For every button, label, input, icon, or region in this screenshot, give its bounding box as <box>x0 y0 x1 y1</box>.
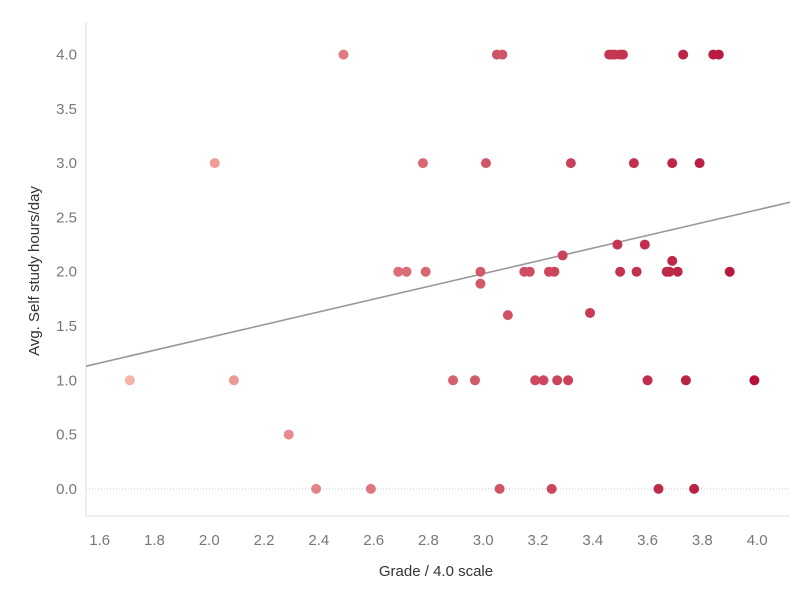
scatter-point[interactable] <box>563 375 574 386</box>
scatter-point[interactable] <box>672 266 683 277</box>
scatter-point[interactable] <box>524 266 535 277</box>
scatter-point[interactable] <box>642 375 653 386</box>
scatter-point[interactable] <box>475 278 486 289</box>
x-tick-label: 2.2 <box>254 532 275 549</box>
scatter-point[interactable] <box>338 49 349 60</box>
scatter-point[interactable] <box>311 483 322 494</box>
y-tick-label: 0.0 <box>56 481 77 498</box>
scatter-point[interactable] <box>678 49 689 60</box>
scatter-point[interactable] <box>615 266 626 277</box>
scatter-point[interactable] <box>475 266 486 277</box>
scatter-point[interactable] <box>680 375 691 386</box>
y-ticks: 0.0 0.5 1.0 1.5 2.0 2.5 3.0 3.5 4.0 <box>56 47 77 498</box>
scatter-point[interactable] <box>393 266 404 277</box>
scatter-point[interactable] <box>448 375 459 386</box>
points-layer <box>124 49 760 494</box>
y-tick-label: 0.5 <box>56 427 77 444</box>
scatter-point[interactable] <box>552 375 563 386</box>
scatter-point[interactable] <box>667 255 678 266</box>
scatter-point[interactable] <box>469 375 480 386</box>
scatter-point[interactable] <box>365 483 376 494</box>
scatter-point[interactable] <box>653 483 664 494</box>
scatter-point[interactable] <box>417 158 428 169</box>
scatter-point[interactable] <box>420 266 431 277</box>
scatter-point[interactable] <box>401 266 412 277</box>
scatter-point[interactable] <box>124 375 135 386</box>
scatter-point[interactable] <box>497 49 508 60</box>
y-tick-label: 1.0 <box>56 372 77 389</box>
y-axis-title: Avg. Self study hours/day <box>26 186 43 356</box>
scatter-point[interactable] <box>546 483 557 494</box>
scatter-point[interactable] <box>538 375 549 386</box>
x-tick-label: 2.0 <box>199 532 220 549</box>
scatter-point[interactable] <box>724 266 735 277</box>
scatter-point[interactable] <box>209 158 220 169</box>
scatter-point[interactable] <box>494 483 505 494</box>
scatter-point[interactable] <box>628 158 639 169</box>
scatter-point[interactable] <box>228 375 239 386</box>
x-tick-label: 3.8 <box>692 532 713 549</box>
y-tick-label: 4.0 <box>56 47 77 64</box>
x-tick-label: 3.0 <box>473 532 494 549</box>
scatter-point[interactable] <box>689 483 700 494</box>
x-tick-label: 1.6 <box>89 532 110 549</box>
scatter-point[interactable] <box>667 158 678 169</box>
y-tick-label: 2.0 <box>56 264 77 281</box>
scatter-point[interactable] <box>713 49 724 60</box>
y-tick-label: 1.5 <box>56 318 77 335</box>
trend-line <box>85 201 791 367</box>
scatter-point[interactable] <box>694 158 705 169</box>
scatter-point[interactable] <box>612 239 623 250</box>
scatter-point[interactable] <box>502 310 513 321</box>
x-ticks: 1.6 1.8 2.0 2.2 2.4 2.6 2.8 3.0 3.2 3.4 3.6 3.8 4.0 <box>89 532 767 549</box>
scatter-point[interactable] <box>639 239 650 250</box>
x-axis-title: Grade / 4.0 scale <box>379 563 493 580</box>
scatter-point[interactable] <box>283 429 294 440</box>
scatter-point[interactable] <box>664 266 675 277</box>
y-tick-label: 2.5 <box>56 209 77 226</box>
x-tick-label: 2.6 <box>363 532 384 549</box>
y-tick-label: 3.5 <box>56 101 77 118</box>
x-tick-label: 3.4 <box>582 532 603 549</box>
scatter-point[interactable] <box>585 307 596 318</box>
scatter-point[interactable] <box>749 375 760 386</box>
x-tick-label: 3.2 <box>528 532 549 549</box>
x-tick-label: 4.0 <box>747 532 768 549</box>
scatter-point[interactable] <box>617 49 628 60</box>
scatter-point[interactable] <box>549 266 560 277</box>
x-tick-label: 2.4 <box>308 532 329 549</box>
x-tick-label: 1.8 <box>144 532 165 549</box>
x-tick-label: 2.8 <box>418 532 439 549</box>
scatter-point[interactable] <box>557 250 568 261</box>
y-tick-label: 3.0 <box>56 155 77 172</box>
scatter-point[interactable] <box>530 375 541 386</box>
scatter-point[interactable] <box>480 158 491 169</box>
scatter-point[interactable] <box>631 266 642 277</box>
scatter-point[interactable] <box>565 158 576 169</box>
trend-layer <box>85 201 791 367</box>
x-tick-label: 3.6 <box>637 532 658 549</box>
